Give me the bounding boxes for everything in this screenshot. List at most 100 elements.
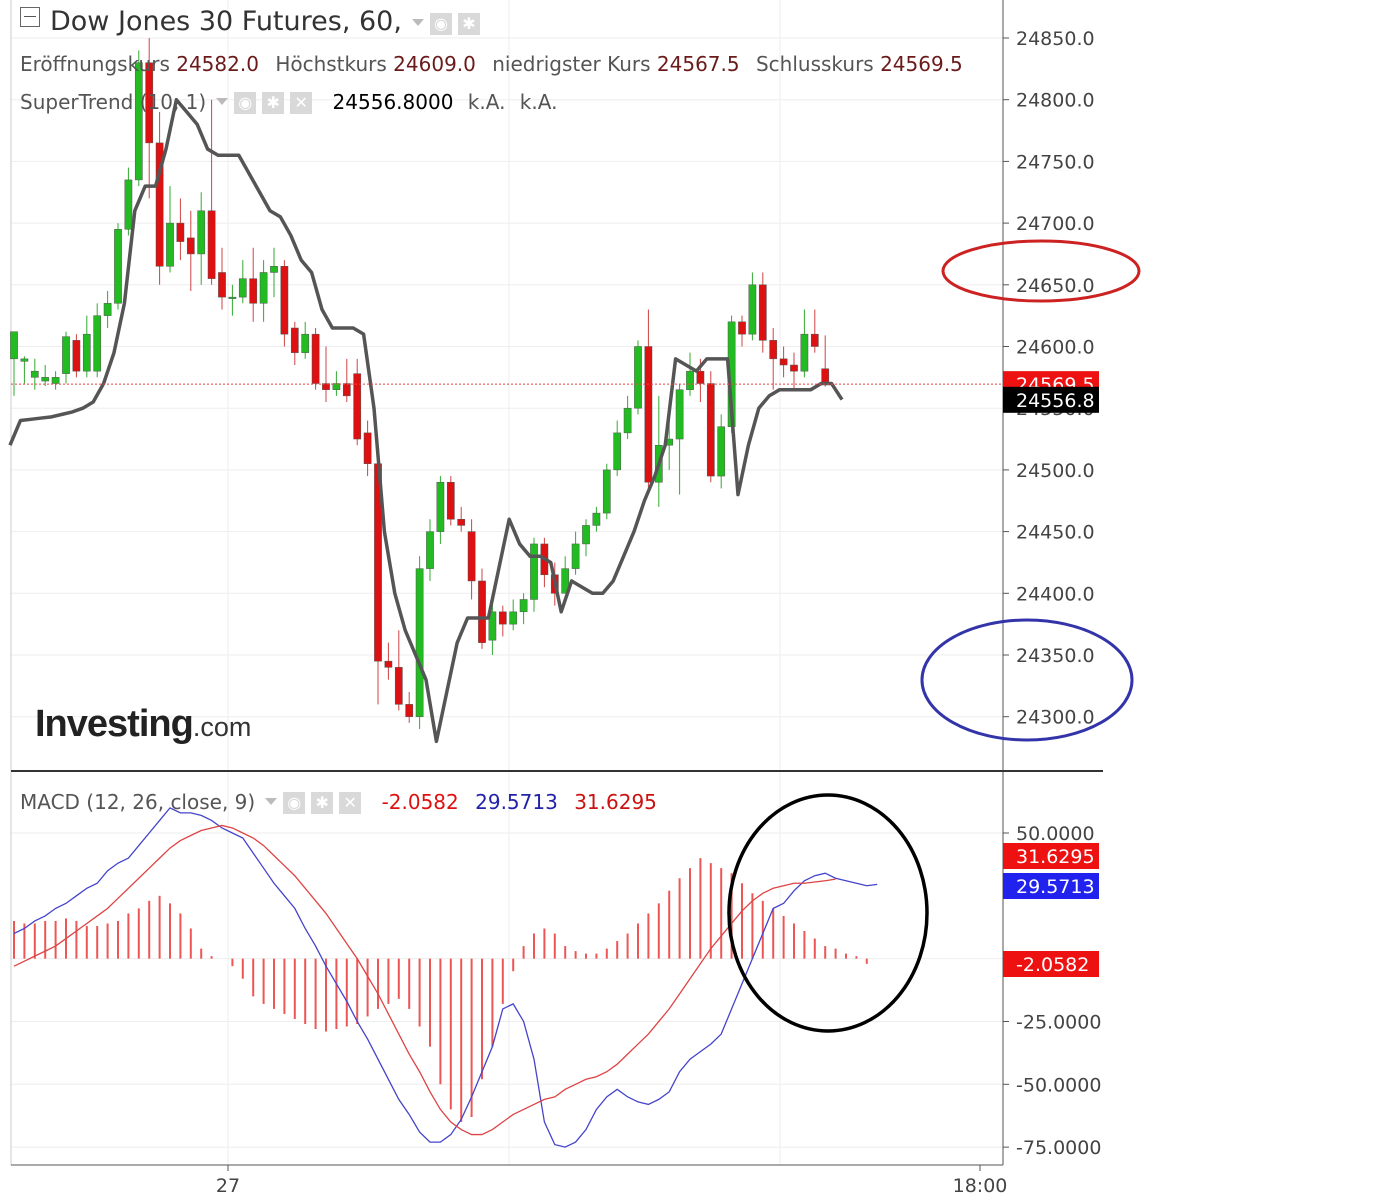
price-tick-label: 24700.0 <box>1016 213 1095 235</box>
annotation-ellipse-red <box>941 239 1141 303</box>
signal-line <box>13 824 836 1136</box>
candle-body <box>30 370 39 378</box>
supertrend-line <box>8 97 844 744</box>
histogram-tag-label: -2.0582 <box>1016 954 1089 976</box>
chevron-down-icon[interactable] <box>216 98 229 105</box>
candle-body <box>114 229 122 304</box>
supertrend-legend: SuperTrend (10, 1) ◉ ✱ ✕ 24556.8000 k.A. k.… <box>20 90 557 114</box>
candle-body <box>571 543 580 569</box>
candle-body <box>134 62 143 181</box>
candle-body <box>342 383 351 397</box>
candle-body <box>436 481 445 532</box>
candle-body <box>259 272 268 304</box>
candle-body <box>623 407 632 434</box>
close-icon[interactable]: ✕ <box>339 792 362 814</box>
candle-body <box>41 377 50 382</box>
high-value: 24609.0 <box>393 52 476 76</box>
candle-body <box>103 303 112 316</box>
chart-title-row: Dow Jones 30 Futures, 60, ◉ ✱ <box>20 6 480 37</box>
eye-icon[interactable]: ◉ <box>283 792 306 814</box>
gear-icon[interactable]: ✱ <box>262 92 285 114</box>
candle-body <box>467 531 476 582</box>
macd-line-value: 29.5713 <box>475 790 558 814</box>
high-label: Höchstkurs <box>275 52 387 76</box>
candle-body <box>207 210 216 279</box>
candle-body <box>176 222 185 242</box>
candle-body <box>457 519 466 526</box>
chevron-down-icon[interactable] <box>265 798 278 805</box>
price-tick-label: 24850.0 <box>1016 28 1095 50</box>
close-value: 24569.5 <box>880 52 963 76</box>
candle-body <box>800 333 809 372</box>
candle-body <box>197 210 206 255</box>
macd-tag-label: 29.5713 <box>1016 876 1095 898</box>
gear-icon[interactable]: ✱ <box>311 792 334 814</box>
investing-logo: Investing.com <box>35 703 251 746</box>
candle-body <box>218 272 226 298</box>
candle-body <box>634 346 642 409</box>
candle-body <box>290 327 299 353</box>
candle-body <box>145 62 154 144</box>
candle-body <box>602 469 611 514</box>
ohlc-row: Eröffnungskurs 24582.0 Höchstkurs 24609.… <box>20 52 973 76</box>
close-icon[interactable]: ✕ <box>290 92 313 114</box>
candle-body <box>498 611 507 625</box>
candle-body <box>748 284 757 335</box>
supertrend-tag-label: 24556.8 <box>1016 390 1095 412</box>
time-tick-label: 27 <box>216 1175 240 1195</box>
candle-body <box>72 340 81 372</box>
macd-tick-label: -25.0000 <box>1016 1011 1101 1033</box>
candle-body <box>675 389 684 440</box>
supertrend-na-2: k.A. <box>519 90 558 114</box>
candle-body <box>384 660 393 668</box>
macd-tag <box>1003 873 1099 899</box>
candle-body <box>311 333 320 384</box>
logo-brand: Investing <box>35 703 194 745</box>
chevron-down-icon[interactable] <box>411 19 424 26</box>
annotation-ellipse-blue <box>920 618 1134 742</box>
candle-body <box>82 333 91 372</box>
candle-body <box>124 179 133 230</box>
candle-body <box>10 331 18 360</box>
open-label: Eröffnungskurs <box>20 52 170 76</box>
candle-body <box>696 370 705 384</box>
candle-body <box>166 222 174 267</box>
candle-body <box>706 383 715 477</box>
candle-body <box>582 525 590 545</box>
histogram-tag <box>1003 951 1099 977</box>
candle-body <box>530 543 538 600</box>
time-tick-label: 18:00 <box>953 1175 1008 1195</box>
candle-body <box>322 383 330 390</box>
macd-label: MACD (12, 26, close, 9) <box>20 790 256 814</box>
low-value: 24567.5 <box>656 52 740 76</box>
macd-tick-label: 50.0000 <box>1016 823 1095 845</box>
candle-body <box>394 667 403 705</box>
candle-body <box>249 278 258 304</box>
candle-body <box>51 377 60 384</box>
price-tick-label: 24500.0 <box>1016 460 1095 482</box>
candle-body <box>280 266 289 335</box>
candle-body <box>228 296 237 299</box>
candle-body <box>20 358 29 362</box>
gear-icon[interactable]: ✱ <box>457 13 480 35</box>
signal-tag <box>1003 843 1099 869</box>
open-value: 24582.0 <box>176 52 259 76</box>
candle-body <box>186 237 195 255</box>
eye-icon[interactable]: ◉ <box>429 13 452 35</box>
candle-body <box>810 333 819 347</box>
candle-body <box>686 370 694 390</box>
candle-body <box>478 580 486 643</box>
candle-body <box>769 340 778 360</box>
candle-body <box>270 266 278 273</box>
candle-body <box>592 512 601 526</box>
supertrend-tag <box>1003 386 1099 413</box>
candle-body <box>155 142 164 267</box>
candle-body <box>353 373 362 440</box>
macd-tick-label: -75.0000 <box>1016 1137 1101 1159</box>
supertrend-value: 24556.8000 <box>332 90 454 114</box>
collapse-icon[interactable] <box>20 7 40 27</box>
eye-icon[interactable]: ◉ <box>234 92 257 114</box>
candle-body <box>62 336 70 374</box>
supertrend-label: SuperTrend (10, 1) <box>20 90 207 114</box>
